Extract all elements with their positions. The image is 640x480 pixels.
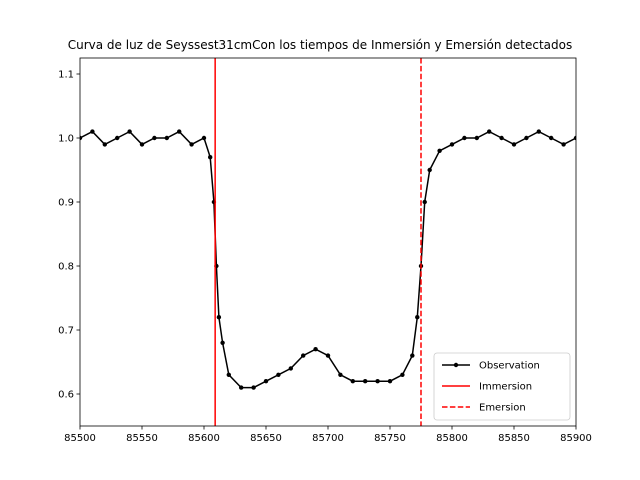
y-tick-label-0.9: 0.9 — [58, 198, 74, 209]
observation-point-10 — [201, 135, 207, 141]
observation-point-17 — [239, 385, 244, 390]
plot-area — [80, 58, 576, 426]
observation-series-line — [80, 130, 576, 389]
observation-point-27 — [363, 379, 368, 384]
observation-point-3 — [115, 135, 120, 141]
y-tick-label-1.1: 1.1 — [58, 70, 74, 81]
axes: 85500 85550 85600 85650 85700 85750 85800 85850… — [58, 57, 592, 444]
observation-point-46 — [561, 142, 566, 147]
observation-point-22 — [301, 353, 306, 358]
observation-point-36 — [437, 148, 442, 153]
legend-box — [433, 352, 571, 421]
observation-point-20 — [276, 372, 281, 377]
observation-point-40 — [487, 129, 492, 134]
x-tick-label-85500: 85500 — [64, 433, 96, 444]
x-tick-label-85700: 85700 — [312, 433, 344, 444]
observation-point-14 — [216, 315, 222, 320]
x-tick-label-85900: 85900 — [560, 433, 592, 444]
observation-point-16 — [226, 372, 231, 377]
observation-point-5 — [139, 142, 145, 147]
x-tick-label-85800: 85800 — [436, 433, 468, 444]
observation-point-6 — [152, 135, 157, 141]
observation-point-1 — [90, 129, 95, 134]
x-tick-label-85650: 85650 — [250, 433, 282, 444]
observation-point-43 — [524, 135, 529, 141]
observation-point-42 — [511, 142, 517, 147]
observation-point-18 — [251, 385, 256, 390]
observation-point-35 — [427, 167, 432, 173]
observation-point-34 — [422, 199, 427, 205]
legend-label-emersion: Emersion — [479, 403, 526, 414]
observation-point-25 — [338, 372, 343, 377]
observation-point-7 — [164, 135, 169, 141]
observation-point-45 — [549, 135, 554, 141]
plot-marks — [80, 58, 576, 426]
observation-point-44 — [536, 129, 541, 134]
legend-label-immersion: Immersion — [479, 382, 532, 393]
observation-point-19 — [263, 379, 269, 384]
observation-point-31 — [410, 353, 415, 358]
y-tick-label-0.7: 0.7 — [58, 326, 74, 337]
observation-point-41 — [499, 135, 504, 141]
x-tick-label-85550: 85550 — [126, 433, 158, 444]
observation-point-23 — [313, 347, 318, 352]
observation-point-15 — [220, 340, 225, 345]
y-tick-label-0.6: 0.6 — [58, 390, 74, 401]
observation-point-39 — [474, 135, 479, 141]
observation-point-0 — [80, 135, 83, 141]
observation-point-9 — [189, 142, 194, 147]
observation-point-47 — [573, 135, 576, 141]
observation-point-30 — [400, 372, 405, 377]
y-tick-label-0.8: 0.8 — [58, 262, 74, 273]
observation-point-11 — [208, 155, 213, 160]
observation-point-2 — [102, 142, 108, 147]
y-tick-label-1: 1.0 — [58, 134, 74, 145]
legend-label-observation: Observation — [479, 361, 540, 372]
observation-point-21 — [288, 366, 293, 371]
observation-point-32 — [415, 315, 420, 320]
observation-point-28 — [375, 379, 380, 384]
observation-point-37 — [449, 142, 455, 147]
observation-point-29 — [387, 379, 393, 384]
x-tick-label-85750: 85750 — [374, 433, 406, 444]
legend: Observation Immersion Emersion — [433, 352, 571, 421]
observation-point-26 — [350, 379, 355, 384]
x-tick-label-85850: 85850 — [498, 433, 530, 444]
chart-title: Curva de luz de Seyssest31cmCon los tiem… — [68, 38, 573, 52]
x-tick-label-85600: 85600 — [188, 433, 220, 444]
observation-point-8 — [177, 129, 182, 134]
observation-point-38 — [462, 135, 467, 141]
observation-point-4 — [127, 129, 132, 134]
legend-marker-observation — [453, 362, 459, 368]
observation-point-24 — [325, 353, 331, 358]
